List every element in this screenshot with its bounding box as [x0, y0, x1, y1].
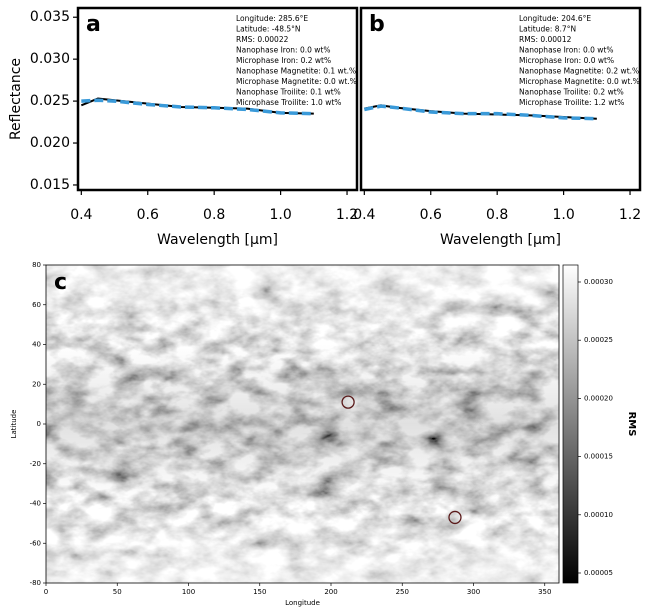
y-tick-label: -80 — [30, 579, 41, 587]
x-tick-label: 300 — [467, 588, 480, 596]
y-axis-label: Latitude — [10, 410, 18, 439]
y-tick-label: 0.025 — [30, 93, 70, 109]
y-tick-label: -60 — [30, 539, 41, 547]
x-tick-label: 100 — [182, 588, 195, 596]
annotation: Microphase Iron: 0.0 wt% — [519, 56, 614, 65]
x-tick-label: 50 — [113, 588, 122, 596]
y-tick-label: 40 — [32, 341, 41, 349]
annotation: Latitude: -48.5°N — [236, 25, 301, 34]
colorbar-label: RMS — [626, 412, 637, 437]
y-axis-label: Reflectance — [8, 58, 24, 140]
line — [363, 104, 597, 121]
colorbar-tick-label: 0.00015 — [584, 453, 613, 461]
line — [81, 98, 314, 116]
x-tick-label: 250 — [396, 588, 409, 596]
annotation: Longitude: 285.6°E — [236, 14, 308, 23]
colorbar-tick-label: 0.00020 — [584, 394, 613, 402]
plot-frame — [359, 6, 642, 192]
y-tick-label: -20 — [30, 460, 41, 468]
x-tick-label: 0 — [44, 588, 48, 596]
annotation: Nanophase Magnetite: 0.1 wt.% — [236, 67, 356, 76]
annotation: Nanophase Iron: 0.0 wt% — [519, 46, 613, 55]
x-tick-label: 1.2 — [336, 207, 358, 223]
x-tick-label: 200 — [324, 588, 337, 596]
x-tick-label: 0.4 — [70, 207, 92, 223]
x-axis-label: Wavelength [μm] — [440, 232, 561, 248]
x-tick-label: 350 — [538, 588, 551, 596]
x-axis-label: Wavelength [μm] — [157, 232, 278, 248]
panel-label: b — [369, 12, 385, 37]
y-tick-label: 20 — [32, 380, 41, 388]
annotation: Nanophase Magnetite: 0.2 wt.% — [519, 67, 639, 76]
plot-frame — [76, 6, 359, 192]
x-tick-label: 0.4 — [353, 207, 375, 223]
colorbar-tick-label: 0.00010 — [584, 511, 613, 519]
colorbar — [562, 264, 579, 584]
marker — [448, 510, 462, 525]
x-tick-label: 0.6 — [420, 207, 442, 223]
annotation: Microphase Troilite: 1.0 wt% — [236, 98, 341, 107]
annotation: Latitude: 8.7°N — [519, 25, 576, 34]
x-tick-label: 150 — [253, 588, 266, 596]
colorbar-tick-label: 0.00005 — [584, 569, 613, 577]
map-shading — [46, 265, 559, 583]
y-tick-label: 0.020 — [30, 135, 70, 151]
annotation: Microphase Magnetite: 0.0 wt.% — [236, 77, 357, 86]
x-tick-label: 1.0 — [552, 207, 574, 223]
colorbar-tick-label: 0.00025 — [584, 336, 613, 344]
panel-label: c — [54, 270, 67, 295]
y-tick-label: 0.035 — [30, 9, 70, 25]
y-tick-label: 60 — [32, 301, 41, 309]
annotation: Nanophase Iron: 0.0 wt% — [236, 46, 330, 55]
x-tick-label: 1.0 — [269, 207, 291, 223]
y-tick-label: -40 — [30, 500, 41, 508]
x-tick-label: 0.8 — [203, 207, 225, 223]
annotation: RMS: 0.00022 — [236, 35, 289, 44]
annotation: Nanophase Troilite: 0.1 wt% — [236, 88, 341, 97]
y-tick-label: 80 — [32, 261, 41, 269]
annotation: Nanophase Troilite: 0.2 wt% — [519, 88, 624, 97]
panel-label: a — [86, 12, 101, 37]
x-tick-label: 0.6 — [137, 207, 159, 223]
x-tick-label: 0.8 — [486, 207, 508, 223]
annotation: Microphase Troilite: 1.2 wt% — [519, 98, 624, 107]
y-tick-label: 0.030 — [30, 51, 70, 67]
y-tick-label: 0.015 — [30, 177, 70, 193]
annotation: RMS: 0.00012 — [519, 35, 572, 44]
annotation: Microphase Magnetite: 0.0 wt.% — [519, 77, 640, 86]
y-tick-label: 0 — [37, 420, 41, 428]
marker — [341, 395, 355, 409]
annotation: Longitude: 204.6°E — [519, 14, 591, 23]
colorbar-tick-label: 0.00030 — [584, 278, 613, 286]
x-axis-label: Longitude — [285, 599, 320, 607]
annotation: Microphase Iron: 0.2 wt% — [236, 56, 331, 65]
x-tick-label: 1.2 — [619, 207, 641, 223]
